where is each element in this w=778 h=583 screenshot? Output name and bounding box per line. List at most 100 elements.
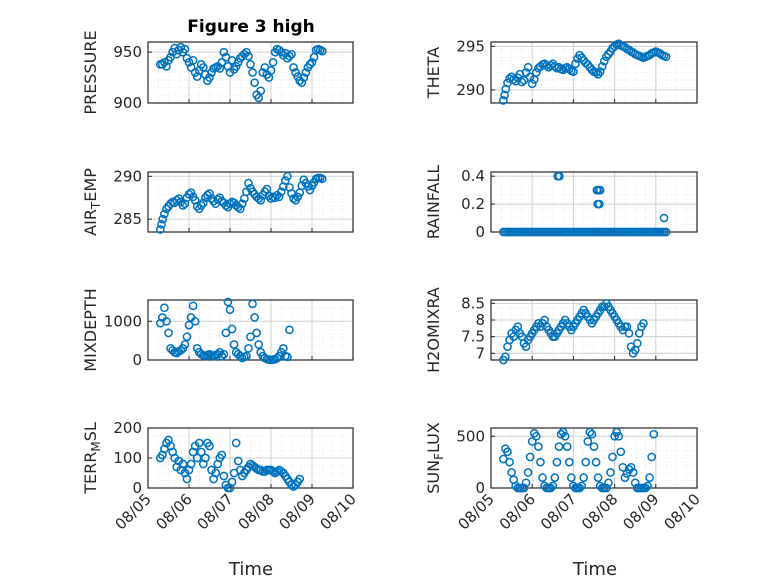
- data-point: [531, 68, 541, 77]
- data-point: [560, 431, 570, 441]
- data-point: [595, 199, 604, 209]
- data-point: [661, 52, 671, 62]
- x-axis-label-left: Time: [228, 559, 273, 580]
- data-point: [235, 204, 245, 214]
- y-tick-label: 290: [456, 81, 485, 99]
- data-point: [301, 68, 311, 77]
- data-point: [221, 328, 231, 338]
- axes-box: [490, 299, 698, 361]
- data-point: [244, 51, 253, 61]
- data-point: [158, 214, 168, 224]
- data-point: [639, 318, 648, 328]
- data-point: [645, 473, 654, 483]
- data-point: [317, 46, 327, 56]
- data-point: [180, 44, 190, 54]
- data-point: [246, 332, 255, 342]
- x-tick-label: 08/07: [194, 490, 237, 533]
- data-point: [531, 431, 541, 441]
- data-point: [503, 447, 512, 457]
- data-point: [229, 340, 239, 349]
- data-point: [250, 78, 259, 88]
- data-point: [538, 473, 547, 483]
- data-point: [180, 340, 190, 349]
- data-point: [256, 195, 266, 205]
- data-point: [217, 351, 227, 361]
- data-point: [606, 468, 615, 477]
- data-point: [602, 483, 611, 493]
- data-point: [647, 452, 657, 462]
- data-point: [569, 67, 578, 76]
- axes-box: [490, 427, 698, 489]
- data-point: [231, 62, 241, 71]
- data-point: [552, 457, 562, 467]
- data-point: [659, 213, 669, 223]
- data-point: [268, 57, 278, 67]
- data-point: [219, 47, 229, 57]
- y-tick-label: 7: [475, 344, 485, 362]
- data-point: [186, 459, 196, 469]
- subplot-sun-flux: 0500SUNFLUX08/0508/0608/0708/0808/0908/1…: [424, 422, 704, 533]
- data-point: [293, 72, 302, 81]
- data-point: [632, 338, 642, 348]
- data-point: [219, 349, 229, 359]
- data-point: [184, 57, 194, 67]
- data-point: [589, 442, 599, 451]
- data-point: [599, 56, 609, 66]
- data-point: [158, 60, 167, 69]
- y-axis-label: RAINFALL: [424, 165, 443, 240]
- x-tick-label: 08/08: [235, 490, 278, 533]
- data-point: [199, 198, 208, 208]
- data-point: [575, 483, 584, 493]
- data-point: [164, 328, 173, 338]
- data-point: [186, 188, 196, 197]
- data-point: [268, 467, 278, 476]
- data-point: [252, 328, 261, 338]
- axes-box: [490, 41, 698, 104]
- data-point: [227, 324, 237, 334]
- subplot-theta: 290 295 THETA: [424, 37, 698, 105]
- data-point: [176, 345, 186, 355]
- data-point: [555, 171, 564, 181]
- data-point: [192, 453, 202, 463]
- x-tick-label: 08/09: [276, 490, 319, 533]
- data-point: [643, 481, 652, 491]
- data-point: [237, 199, 247, 209]
- data-point: [626, 462, 636, 472]
- y-axis-label: THETA: [424, 47, 443, 99]
- data-point: [649, 429, 659, 439]
- data-point: [272, 353, 282, 363]
- data-point: [205, 189, 214, 198]
- data-point: [521, 478, 531, 488]
- data-point: [620, 473, 630, 483]
- axes-box: [147, 427, 354, 489]
- data-point: [577, 481, 586, 491]
- figure-title: Figure 3 high: [187, 17, 315, 37]
- data-point: [641, 483, 650, 493]
- subplot-air-temp: 285 290 AIRTEMP: [81, 167, 354, 236]
- data-point: [628, 468, 638, 477]
- data-point: [285, 51, 294, 61]
- data-point: [556, 429, 566, 439]
- data-point: [246, 60, 255, 69]
- data-point: [523, 62, 533, 72]
- data-point: [499, 96, 508, 105]
- data-point: [587, 429, 597, 439]
- data-point: [184, 320, 194, 330]
- data-point: [554, 442, 564, 451]
- data-point: [297, 78, 307, 88]
- data-point: [293, 192, 302, 202]
- data-point: [285, 325, 294, 335]
- data-point: [287, 49, 296, 59]
- data-point: [211, 468, 220, 478]
- data-point: [505, 457, 514, 467]
- data-point: [217, 450, 227, 460]
- data-point: [256, 465, 266, 475]
- data-point: [266, 66, 276, 75]
- data-point: [536, 457, 545, 467]
- data-point: [162, 316, 171, 326]
- data-point: [630, 478, 640, 488]
- x-axis-label-right: Time: [572, 559, 617, 580]
- data-point: [610, 431, 619, 441]
- data-point: [307, 57, 317, 67]
